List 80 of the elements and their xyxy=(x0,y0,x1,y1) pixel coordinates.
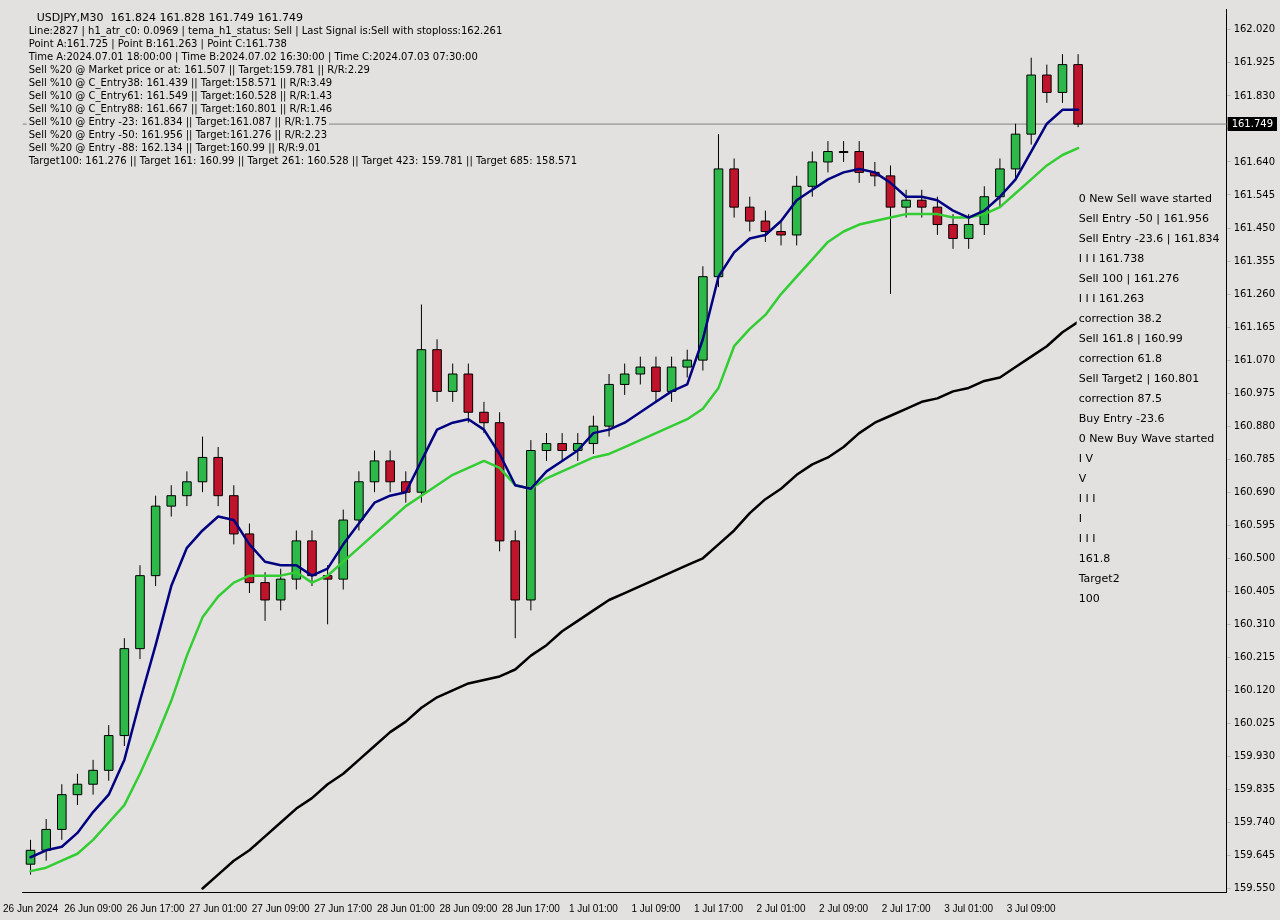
annotation: Sell Entry -50 | 161.956 xyxy=(1078,211,1209,225)
y-tick-label: 161.070 xyxy=(1233,353,1276,365)
y-tick-label: 161.165 xyxy=(1233,320,1276,332)
x-tick-label: 1 Jul 01:00 xyxy=(568,902,619,914)
y-tick-label: 161.355 xyxy=(1233,254,1276,266)
annotation: I I I xyxy=(1078,491,1096,505)
y-tick-label: 159.550 xyxy=(1233,882,1276,894)
y-tick-label: 160.690 xyxy=(1233,485,1276,497)
x-tick-label: 3 Jul 01:00 xyxy=(944,902,994,914)
x-tick-label: 28 Jun 17:00 xyxy=(501,902,561,914)
annotation: Buy Entry -23.6 xyxy=(1078,411,1165,425)
y-tick-label: 159.835 xyxy=(1233,783,1276,795)
annotation: 0 New Sell wave started xyxy=(1078,191,1212,205)
y-tick-label: 160.215 xyxy=(1233,650,1276,662)
annotation: Sell %10 @ C_Entry88: 161.667 || Target:160.801 || R/R:1.46 xyxy=(28,102,333,115)
x-tick-label: 1 Jul 09:00 xyxy=(631,902,681,914)
y-tick-label: 160.595 xyxy=(1233,518,1276,530)
annotation: 161.8 xyxy=(1078,551,1111,565)
annotation: Sell %10 @ C_Entry38: 161.439 || Target:158.571 || R/R:3.49 xyxy=(28,76,333,89)
y-tick-label: 160.120 xyxy=(1233,683,1276,695)
annotation: Sell %20 @ Market price or at: 161.507 || Target:159.781 || R/R:2.29 xyxy=(28,63,370,76)
annotation: Point A:161.725 | Point B:161.263 | Point C:161.738 xyxy=(28,37,287,50)
annotation: Sell %20 @ Entry -88: 162.134 || Target:160.99 || R/R:9.01 xyxy=(28,141,321,154)
y-tick-label: 160.405 xyxy=(1233,584,1276,596)
x-tick-label: 2 Jul 17:00 xyxy=(881,902,932,914)
annotation: correction 87.5 xyxy=(1078,391,1162,405)
annotation: Target2 xyxy=(1077,571,1120,585)
annotation: 0 New Buy Wave started xyxy=(1078,431,1215,445)
y-tick-label: 160.880 xyxy=(1233,419,1276,431)
annotation: V xyxy=(1078,471,1087,485)
y-tick-label: 161.450 xyxy=(1233,221,1276,233)
y-tick-label: 160.500 xyxy=(1233,551,1276,563)
y-tick-label: 162.020 xyxy=(1233,23,1276,35)
candlestick xyxy=(948,213,958,250)
annotation: I xyxy=(1078,511,1082,525)
y-tick-label: 160.310 xyxy=(1233,617,1276,629)
y-tick-label: 160.975 xyxy=(1233,386,1276,398)
x-tick-label: 27 Jun 01:00 xyxy=(189,902,248,914)
y-tick-label: 161.640 xyxy=(1233,155,1276,167)
annotation: Sell 161.8 | 160.99 xyxy=(1078,331,1183,345)
y-tick-label: 161.830 xyxy=(1233,89,1276,101)
annotation: I I I 161.738 xyxy=(1078,251,1145,265)
x-tick-label: 27 Jun 17:00 xyxy=(314,902,373,914)
annotation: I I I xyxy=(1078,531,1096,545)
annotation: Sell %10 @ Entry -23: 161.834 || Target:161.087 || R/R:1.75 xyxy=(28,115,327,128)
y-tick-label: 161.925 xyxy=(1233,56,1276,68)
annotation: Sell Entry -23.6 | 161.834 xyxy=(1078,231,1220,245)
annotation: correction 38.2 xyxy=(1078,311,1162,325)
annotation: Line:2827 | h1_atr_c0: 0.0969 | tema_h1_status: Sell | Last Signal is:Sell with stoploss:162.261 xyxy=(28,24,503,37)
y-tick-label: 160.785 xyxy=(1233,452,1276,464)
y-tick-label: 159.930 xyxy=(1233,750,1276,762)
x-tick-label: 26 Jun 2024 xyxy=(3,902,59,914)
ref-line-label: 161.749 xyxy=(1231,117,1274,129)
y-tick-label: 159.645 xyxy=(1233,849,1276,861)
x-tick-label: 28 Jun 09:00 xyxy=(439,902,498,914)
x-tick-label: 28 Jun 01:00 xyxy=(376,902,436,914)
annotation: correction 61.8 xyxy=(1078,351,1162,365)
x-tick-label: 27 Jun 09:00 xyxy=(251,902,311,914)
annotation: I V xyxy=(1078,451,1094,465)
x-tick-label: 3 Jul 09:00 xyxy=(1006,902,1057,914)
annotation: Target100: 161.276 || Target 161: 160.99 || Target 261: 160.528 || Target 423: 159.781 || Target 685: 158.571 xyxy=(27,154,578,167)
annotation: Sell %10 @ C_Entry61: 161.549 || Target:160.528 || R/R:1.43 xyxy=(28,89,333,102)
x-tick-label: 2 Jul 09:00 xyxy=(819,902,869,914)
x-tick-label: 2 Jul 01:00 xyxy=(756,902,806,914)
annotation: Time A:2024.07.01 18:00:00 | Time B:2024.07.02 16:30:00 | Time C:2024.07.03 07:30:00 xyxy=(27,50,478,63)
x-tick-label: 26 Jun 17:00 xyxy=(126,902,185,914)
annotation: Sell 100 | 161.276 xyxy=(1078,271,1180,285)
candlestick xyxy=(557,432,567,462)
y-tick-label: 161.545 xyxy=(1233,188,1276,200)
y-tick-label: 160.025 xyxy=(1233,716,1276,728)
annotation: Sell Target2 | 160.801 xyxy=(1078,371,1200,385)
annotation: Sell %20 @ Entry -50: 161.956 || Target:161.276 || R/R:2.23 xyxy=(28,128,327,141)
x-tick-label: 26 Jun 09:00 xyxy=(64,902,123,914)
y-tick-label: 159.740 xyxy=(1233,816,1276,828)
y-tick-label: 161.260 xyxy=(1233,287,1276,299)
x-tick-label: 1 Jul 17:00 xyxy=(694,902,744,914)
candlestick xyxy=(854,140,865,184)
chart-title: USDJPY,M30 161.824 161.828 161.749 161.749 xyxy=(36,10,303,24)
annotation: 100 xyxy=(1078,591,1100,605)
annotation: I I I 161.263 xyxy=(1078,291,1145,305)
